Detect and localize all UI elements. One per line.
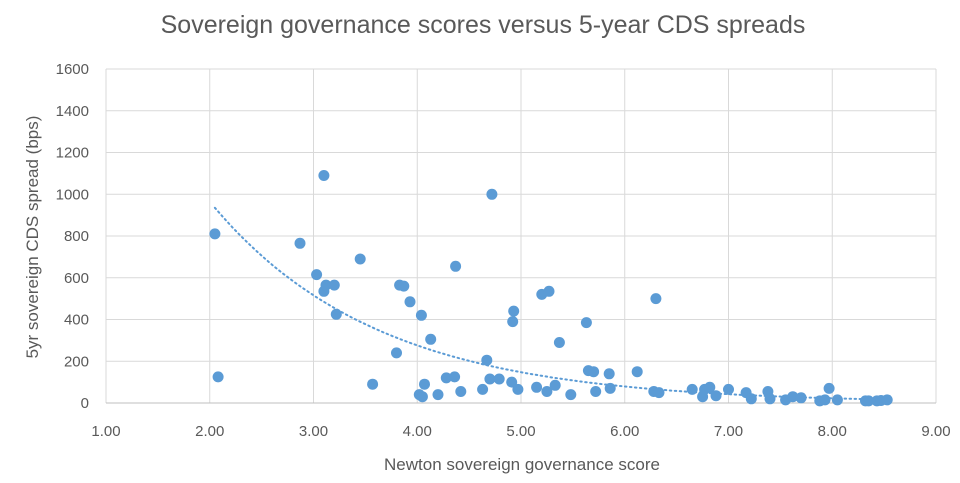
x-axis-label: Newton sovereign governance score	[384, 455, 660, 474]
trendline-layer	[213, 206, 891, 401]
data-point	[419, 378, 430, 390]
data-point	[553, 337, 565, 348]
y-tick-label: 1000	[56, 186, 89, 203]
x-tick-label: 2.00	[195, 423, 224, 440]
data-point	[432, 389, 444, 401]
data-point	[863, 395, 875, 407]
x-tick-label: 5.00	[506, 423, 535, 440]
x-tick-label: 7.00	[714, 423, 743, 440]
data-point	[603, 368, 615, 380]
data-point	[508, 305, 520, 317]
data-point	[486, 188, 498, 200]
data-point	[318, 170, 330, 181]
data-point	[831, 394, 843, 406]
data-point	[580, 317, 592, 329]
data-point	[449, 371, 461, 383]
data-point	[541, 386, 553, 397]
data-point	[328, 279, 340, 291]
x-tick-label: 3.00	[299, 423, 328, 440]
x-tick-label: 1.00	[91, 423, 120, 440]
data-point	[723, 383, 734, 395]
data-point	[367, 378, 379, 390]
data-point	[531, 381, 543, 393]
y-tick-label: 400	[64, 312, 89, 329]
y-tick-label: 1400	[56, 103, 89, 120]
y-tick-label: 200	[64, 353, 89, 370]
y-axis-label: 5yr sovereign CDS spread (bps)	[23, 116, 42, 359]
data-point	[787, 391, 799, 403]
data-point	[477, 383, 489, 395]
data-point	[549, 379, 561, 391]
data-point	[823, 382, 835, 394]
data-point	[506, 376, 518, 388]
y-tick-label: 800	[64, 228, 89, 245]
data-point	[650, 293, 662, 305]
data-point	[425, 333, 437, 345]
data-point	[881, 394, 893, 406]
data-point	[745, 393, 757, 405]
data-point	[710, 390, 722, 402]
tick-labels: 1.00 2.00 3.00 4.00 5.00 6.00 7.00 8.00 9.00 0 200…	[56, 61, 951, 440]
data-point	[588, 366, 600, 378]
data-point	[212, 371, 224, 383]
data-point	[440, 372, 452, 384]
data-point	[653, 387, 665, 399]
data-point	[416, 391, 428, 403]
data-points	[209, 170, 893, 407]
data-point	[543, 285, 555, 297]
chart-title: Sovereign governance scores versus 5-yea…	[161, 11, 806, 39]
data-point	[320, 279, 332, 291]
data-point	[686, 383, 698, 395]
data-point	[354, 253, 366, 265]
y-tick-label: 600	[64, 270, 89, 287]
data-point	[415, 309, 427, 321]
data-point	[391, 347, 402, 359]
grid	[105, 68, 937, 404]
data-point	[311, 269, 323, 281]
data-point	[507, 316, 519, 328]
data-point	[795, 392, 807, 404]
data-point	[481, 354, 493, 366]
y-tick-label: 1200	[56, 145, 89, 162]
data-point	[450, 260, 462, 272]
data-point	[604, 382, 616, 394]
data-point	[484, 373, 496, 385]
data-point	[330, 308, 342, 320]
data-point	[819, 394, 831, 406]
trendline	[213, 206, 891, 401]
data-point	[493, 373, 505, 385]
data-point	[590, 386, 602, 397]
data-point	[764, 393, 776, 405]
data-point	[631, 366, 643, 378]
x-tick-label: 6.00	[610, 423, 639, 440]
data-point	[294, 237, 306, 249]
data-point	[455, 386, 467, 397]
data-point	[404, 296, 416, 308]
y-tick-label: 0	[81, 395, 89, 412]
data-point	[398, 280, 410, 292]
data-point	[704, 381, 716, 393]
x-tick-label: 9.00	[921, 423, 950, 440]
data-point	[512, 383, 524, 395]
data-point	[209, 228, 221, 240]
x-tick-label: 4.00	[403, 423, 432, 440]
data-point	[565, 389, 577, 401]
x-tick-label: 8.00	[818, 423, 847, 440]
y-tick-label: 1600	[56, 61, 89, 78]
